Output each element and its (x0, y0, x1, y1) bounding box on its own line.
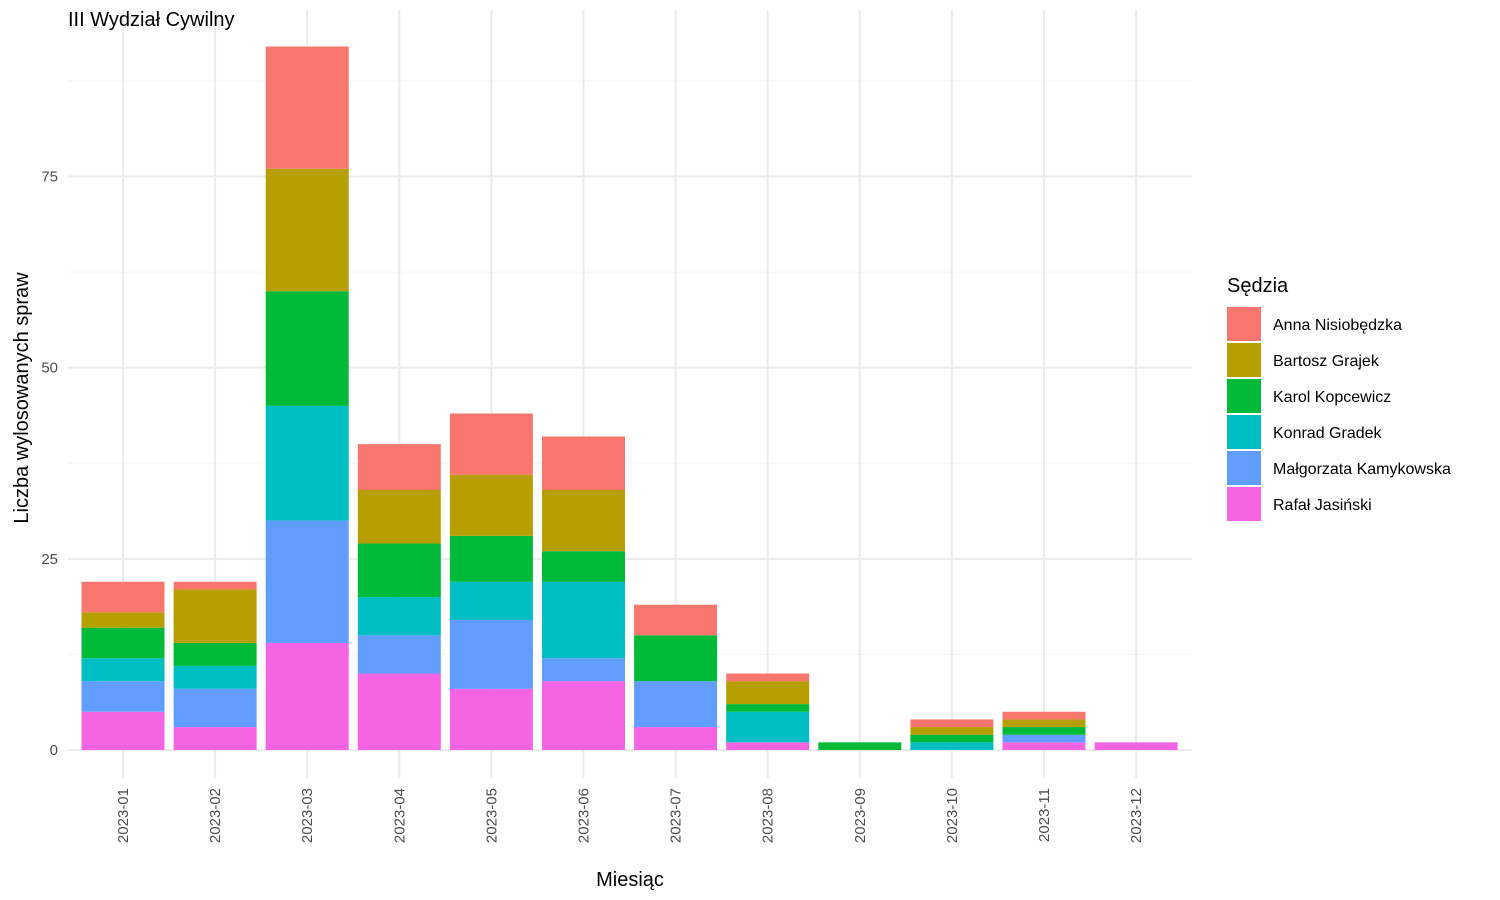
y-tick-label: 75 (41, 169, 58, 186)
bar-segment (449, 413, 533, 475)
bar-segment (726, 742, 810, 750)
bar-segment (449, 474, 533, 536)
bars (81, 46, 1178, 750)
legend-title: Sędzia (1227, 275, 1289, 297)
bar-segment (357, 635, 441, 674)
bar-segment (173, 589, 257, 643)
y-tick-label: 0 (50, 742, 58, 759)
legend: Sędzia Anna Nisiobędzka Bartosz Grajek Kar… (1227, 275, 1451, 521)
bar-segment (265, 520, 349, 643)
bar-segment (634, 604, 718, 636)
bar-segment (1002, 734, 1086, 743)
legend-label: Karol Kopcewicz (1273, 389, 1391, 406)
bar-segment (1002, 727, 1086, 735)
bar-segment (449, 581, 533, 621)
bar-segment (910, 734, 994, 743)
bar-segment (265, 642, 349, 750)
x-tick-label: 2023-02 (207, 788, 224, 843)
bar-segment (357, 444, 441, 491)
legend-label: Bartosz Grajek (1273, 353, 1380, 370)
bar-segment (357, 597, 441, 636)
x-tick-label: 2023-09 (852, 788, 869, 843)
x-tick-label: 2023-06 (576, 788, 593, 843)
bar-segment (542, 681, 625, 750)
bar-segment (726, 681, 810, 705)
y-tick-label: 25 (41, 551, 58, 568)
bar-segment (265, 46, 349, 169)
legend-key (1227, 307, 1261, 341)
bar-segment (726, 711, 810, 743)
bar-segment (81, 681, 165, 712)
x-axis-ticks: 2023-01 2023-02 2023-03 2023-04 2023-05 2023-… (115, 788, 1145, 843)
bar-segment (81, 658, 165, 682)
bar-segment (449, 688, 533, 750)
legend-key (1227, 487, 1261, 521)
x-tick-label: 2023-11 (1036, 788, 1053, 842)
bar-segment (173, 727, 257, 750)
bar-segment (173, 581, 257, 590)
legend-key (1227, 451, 1261, 485)
bar-segment (726, 704, 810, 712)
x-tick-label: 2023-01 (115, 788, 132, 843)
bar-segment (542, 490, 625, 552)
bar-segment (1094, 742, 1178, 750)
x-tick-label: 2023-07 (668, 788, 685, 843)
bar-segment (173, 642, 257, 666)
x-tick-label: 2023-10 (944, 788, 961, 843)
legend-label: Małgorzata Kamykowska (1273, 461, 1451, 478)
y-tick-label: 50 (41, 360, 58, 377)
x-tick-label: 2023-12 (1128, 788, 1145, 843)
bar-segment (449, 535, 533, 582)
bar-segment (265, 405, 349, 521)
y-axis-ticks: 0 25 50 75 (41, 169, 58, 760)
bar-segment (542, 436, 625, 491)
x-tick-label: 2023-03 (299, 788, 316, 843)
legend-key (1227, 415, 1261, 449)
bar-segment (173, 665, 257, 689)
bar-segment (265, 291, 349, 406)
bar-segment (357, 543, 441, 598)
bar-segment (910, 719, 994, 728)
bar-segment (542, 658, 625, 682)
bar-segment (265, 168, 349, 292)
x-tick-label: 2023-05 (483, 788, 500, 843)
bar-segment (1002, 742, 1086, 750)
x-tick-label: 2023-08 (760, 788, 777, 843)
bar-segment (542, 551, 625, 582)
legend-key (1227, 343, 1261, 377)
legend-key (1227, 379, 1261, 413)
bar-segment (634, 635, 718, 682)
legend-label: Rafał Jasiński (1273, 497, 1372, 514)
x-tick-label: 2023-04 (391, 788, 408, 843)
bar-segment (449, 620, 533, 689)
bar-segment (81, 581, 165, 613)
bar-segment (1002, 719, 1086, 728)
bar-segment (910, 727, 994, 735)
chart-title: III Wydział Cywilny (68, 9, 235, 31)
legend-label: Anna Nisiobędzka (1273, 317, 1402, 334)
bar-segment (81, 627, 165, 659)
bar-segment (81, 612, 165, 628)
bar-segment (542, 581, 625, 659)
bar-segment (357, 673, 441, 750)
bar-segment (910, 742, 994, 750)
bar-segment (357, 490, 441, 544)
legend-label: Konrad Gradek (1273, 425, 1383, 442)
bar-segment (173, 688, 257, 728)
bar-segment (634, 681, 718, 728)
bar-segment (818, 742, 902, 750)
bar-segment (1002, 711, 1086, 720)
bar-segment (634, 727, 718, 750)
y-axis-title: Liczba wylosowanych spraw (11, 272, 33, 524)
bar-segment (81, 711, 165, 750)
x-axis-title: Miesiąc (596, 869, 664, 891)
bar-segment (726, 673, 810, 682)
